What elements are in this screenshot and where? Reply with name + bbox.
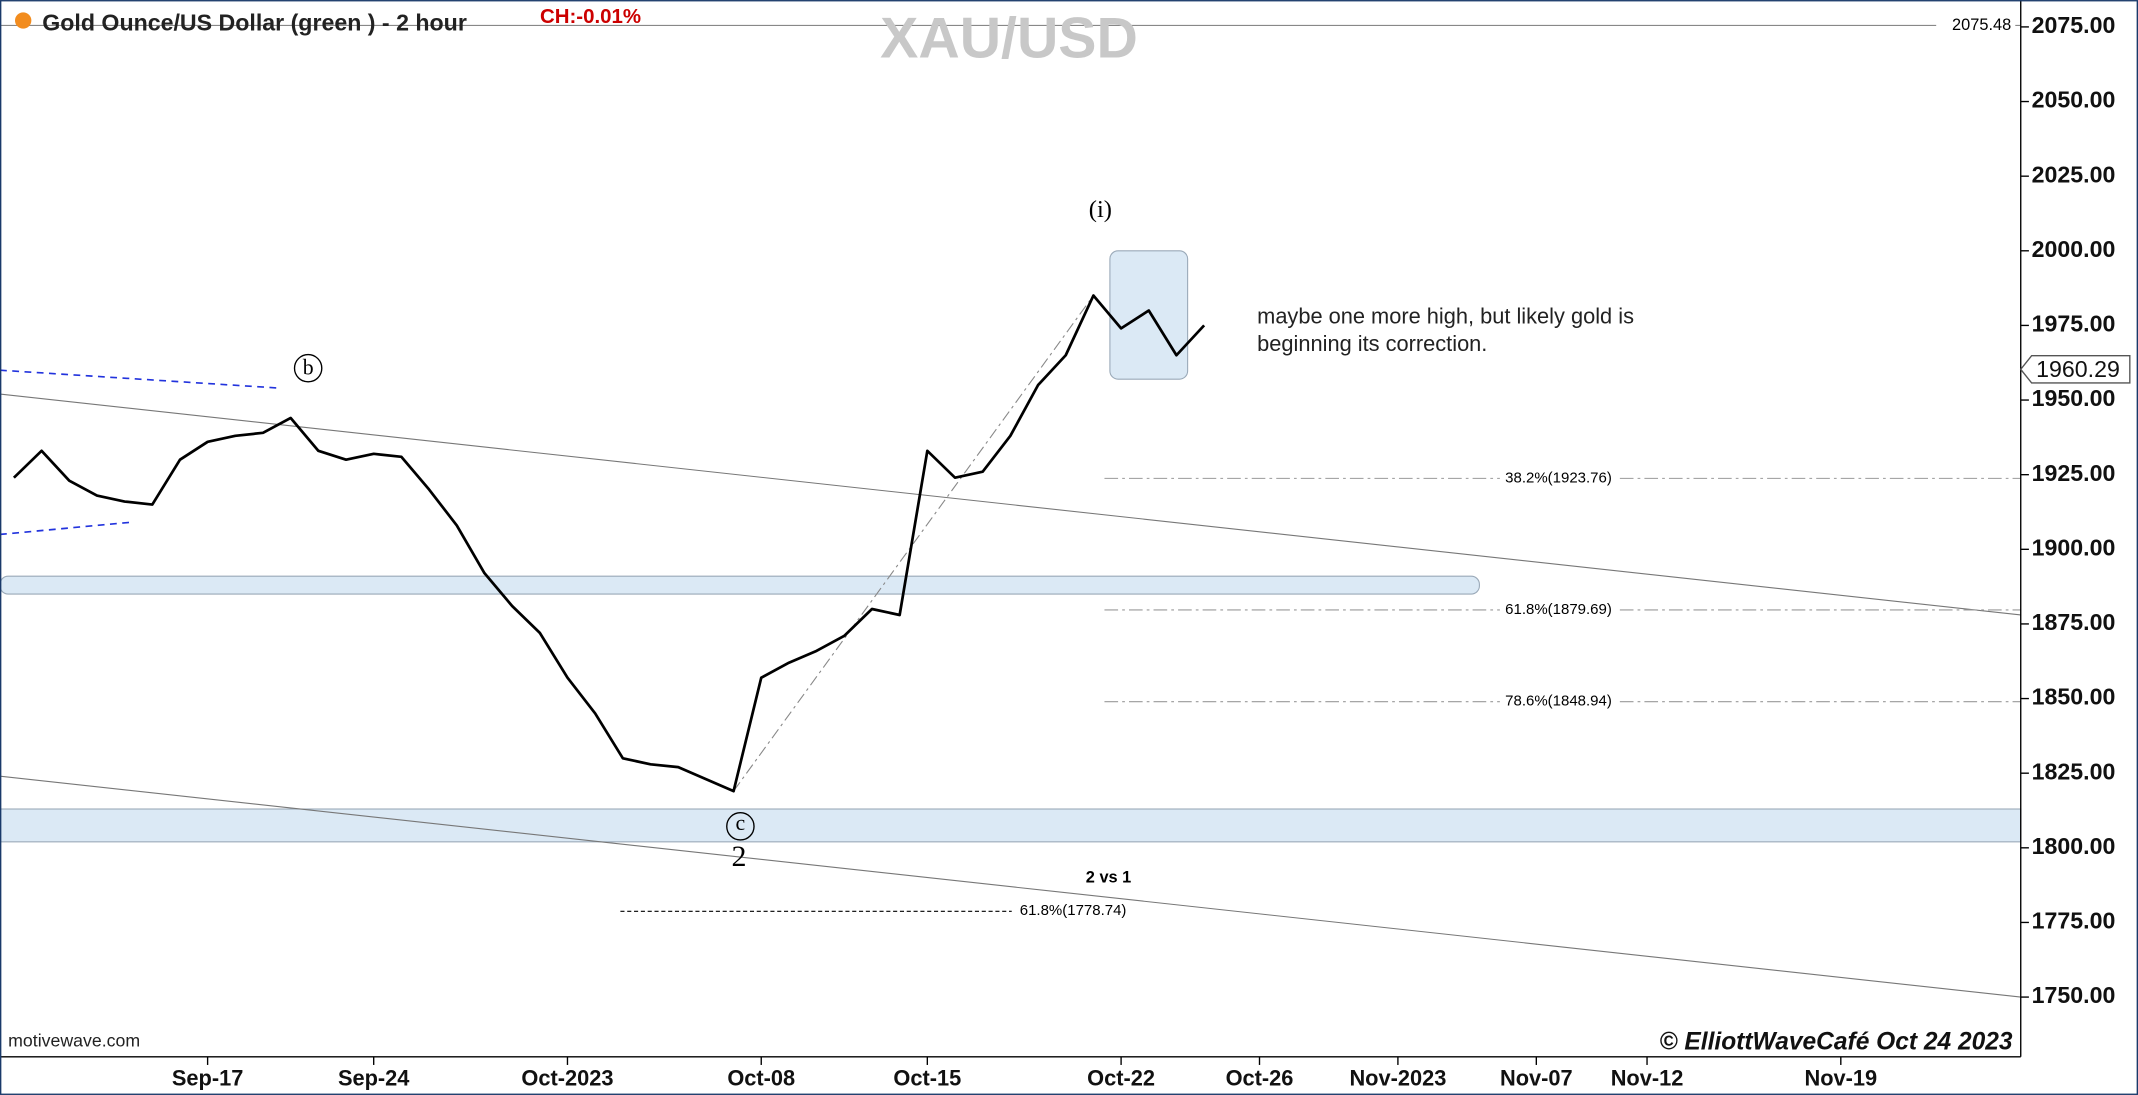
x-tick-label: Sep-17 — [172, 1066, 243, 1091]
y-tick-label: 1925.00 — [2032, 460, 2116, 486]
y-tick-label: 1975.00 — [2032, 311, 2116, 337]
wave-label: b — [303, 356, 314, 380]
note: maybe one more high, but likely gold is — [1257, 304, 1634, 329]
reference-label-bg — [1936, 15, 2016, 36]
wave-label: 2 — [732, 840, 747, 873]
fib-label-bg — [1499, 468, 1618, 488]
y-tick-label: 1750.00 — [2032, 982, 2116, 1008]
y-tick-label: 1875.00 — [2032, 609, 2116, 635]
wave-label: (i) — [1089, 196, 1112, 223]
target-label: 61.8%(1778.74) — [1020, 902, 1127, 919]
underlay — [0, 24, 2022, 998]
y-tick-label: 1800.00 — [2032, 833, 2116, 859]
fib-label: 78.6%(1848.94) — [1505, 693, 1612, 710]
zone — [0, 808, 2022, 843]
wave-circle — [726, 812, 755, 841]
reference-label: 2075.48 — [1952, 16, 2011, 34]
fib-label-bg — [1499, 600, 1618, 620]
fib-label-bg — [1499, 692, 1618, 712]
y-tick-label: 1825.00 — [2032, 758, 2116, 784]
fib-label: 61.8%(1879.69) — [1505, 601, 1612, 618]
y-tick-label: 2000.00 — [2032, 236, 2116, 262]
y-tick-label: 1950.00 — [2032, 385, 2116, 411]
wave-label: c — [736, 811, 746, 835]
y-tick-label: 2075.00 — [2032, 12, 2116, 38]
zone — [0, 575, 1480, 595]
trend-line — [0, 393, 2021, 616]
status-dot — [14, 12, 32, 29]
y-tick-label: 1900.00 — [2032, 534, 2116, 560]
copyright: © ElliottWaveCafé Oct 24 2023 — [1660, 1029, 2013, 1056]
x-tick-label: Nov-07 — [1500, 1066, 1573, 1091]
x-tick-label: Nov-12 — [1611, 1066, 1684, 1091]
y-tick-label: 1850.00 — [2032, 684, 2116, 710]
x-tick-label: Oct-08 — [727, 1066, 795, 1091]
wave-diagonal — [733, 295, 1094, 792]
dashed-line — [0, 521, 130, 536]
comparison-label: 2 vs 1 — [1086, 868, 1131, 886]
y-tick-label: 1775.00 — [2032, 908, 2116, 934]
zone — [1109, 250, 1189, 380]
x-tick-label: Oct-26 — [1226, 1066, 1294, 1091]
x-tick-label: Oct-2023 — [521, 1066, 613, 1091]
x-tick-label: Oct-15 — [893, 1066, 961, 1091]
y-tick-label: 2050.00 — [2032, 87, 2116, 113]
y-tick-label: 2025.00 — [2032, 161, 2116, 187]
fib-label: 38.2%(1923.76) — [1505, 469, 1612, 486]
chart-title: Gold Ounce/US Dollar (green ) - 2 hour — [42, 10, 467, 36]
trend-line — [0, 775, 2021, 998]
x-tick-label: Nov-2023 — [1349, 1066, 1446, 1091]
note: beginning its correction. — [1257, 331, 1487, 356]
dashed-line — [0, 369, 280, 389]
last-price-marker — [2019, 355, 2131, 384]
last-price-label: 1960.29 — [2036, 356, 2120, 382]
source: motivewave.com — [8, 1030, 140, 1050]
watermark: XAU/USD — [880, 6, 1138, 70]
x-tick-label: Nov-19 — [1804, 1066, 1877, 1091]
wave-circle — [293, 353, 323, 383]
price-line — [12, 294, 1206, 793]
x-tick-label: Oct-22 — [1087, 1066, 1155, 1091]
change: CH:-0.01% — [540, 5, 641, 28]
x-tick-label: Sep-24 — [338, 1066, 409, 1091]
